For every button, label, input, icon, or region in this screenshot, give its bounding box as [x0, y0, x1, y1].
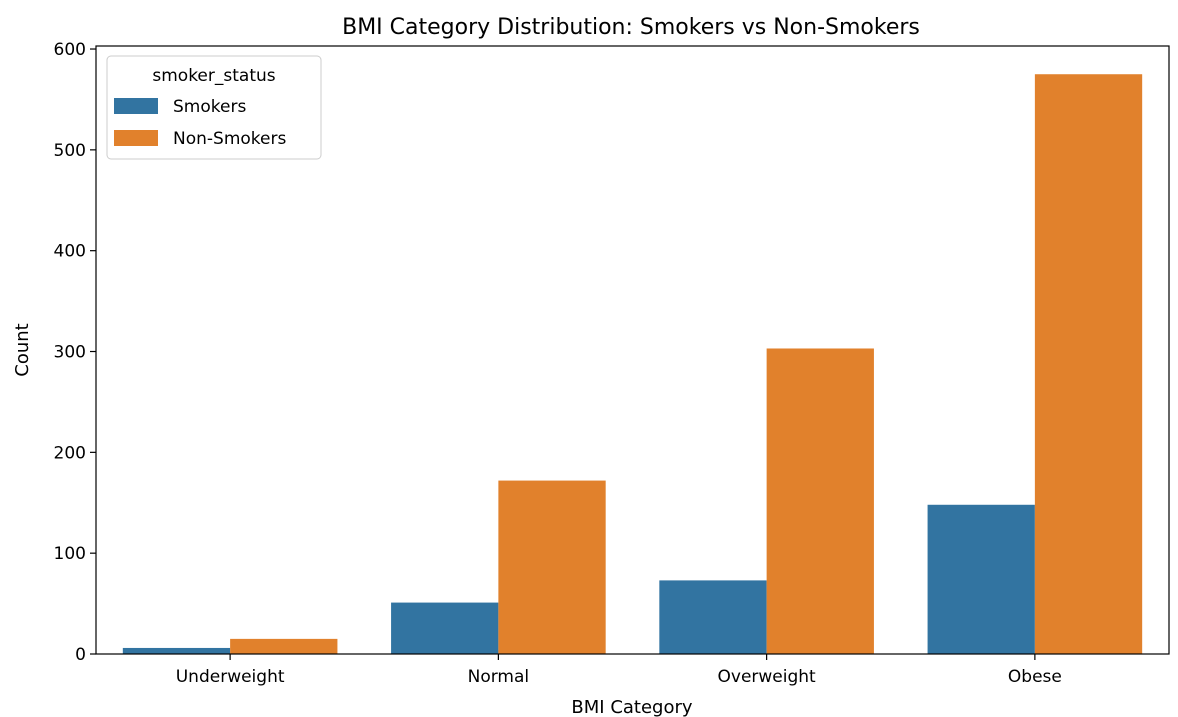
- bar-non-smokers-overweight: [766, 348, 874, 654]
- x-tick-label: Normal: [468, 667, 530, 687]
- legend-label-smokers: Smokers: [173, 97, 246, 117]
- bar-smokers-overweight: [659, 580, 767, 654]
- bar-smokers-underweight: [122, 647, 231, 654]
- bar-non-smokers-normal: [498, 480, 606, 654]
- y-tick-label: 500: [54, 141, 86, 161]
- legend-swatch-smokers: [114, 98, 158, 114]
- legend-label-non-smokers: Non-Smokers: [173, 129, 286, 149]
- x-axis-label: BMI Category: [571, 697, 692, 717]
- x-tick-label: Underweight: [176, 667, 285, 687]
- y-tick-label: 600: [54, 40, 86, 60]
- y-tick-label: 300: [54, 343, 86, 363]
- y-tick-label: 100: [54, 544, 86, 564]
- x-tick-label: Overweight: [718, 667, 817, 687]
- y-tick-label: 400: [54, 242, 86, 262]
- chart-title: BMI Category Distribution: Smokers vs No…: [342, 15, 920, 40]
- x-axis: Underweight Normal Overweight Obese: [176, 654, 1062, 687]
- legend-swatch-non-smokers: [114, 130, 158, 146]
- legend-title: smoker_status: [152, 66, 275, 86]
- legend-box: [106, 55, 322, 160]
- legend: smoker_status Smokers Non-Smokers: [106, 55, 322, 160]
- y-axis-label: Count: [12, 323, 33, 376]
- plot-frame: [95, 45, 1170, 655]
- y-tick-label: 0: [75, 645, 86, 665]
- x-tick-label: Obese: [1008, 667, 1062, 687]
- bar-non-smokers-obese: [1034, 74, 1143, 654]
- bar-smokers-obese: [927, 504, 1035, 654]
- y-tick-label: 200: [54, 443, 86, 463]
- bars-layer: [122, 74, 1143, 654]
- bar-non-smokers-underweight: [230, 638, 338, 654]
- y-axis: 0 100 200 300 400 500 600: [54, 40, 96, 665]
- bar-smokers-normal: [391, 602, 499, 654]
